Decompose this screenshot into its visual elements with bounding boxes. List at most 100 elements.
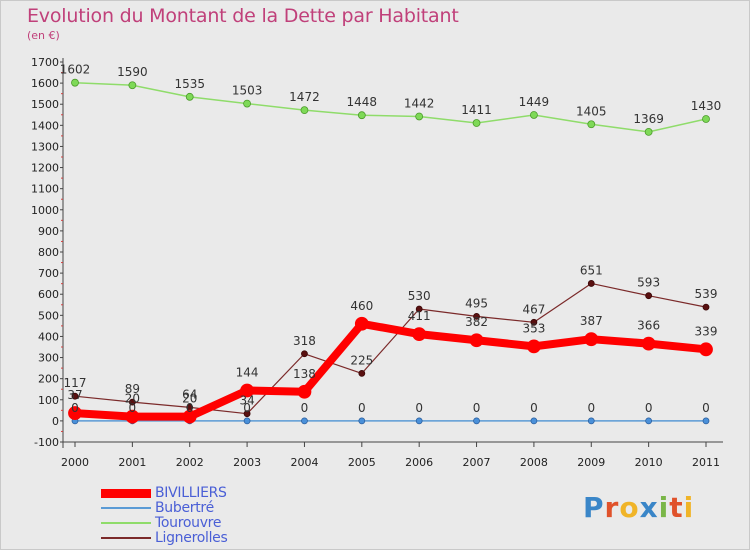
data-label: 0: [186, 401, 194, 415]
y-tick-label: 1700: [31, 56, 59, 69]
x-tick-label: 2000: [61, 456, 89, 469]
data-point: [68, 406, 82, 420]
data-point: [645, 292, 653, 300]
series-lignerolles: [71, 280, 710, 418]
series-bivilliers: [68, 316, 713, 424]
legend-swatch: [101, 488, 151, 498]
x-tick-label: 2002: [176, 456, 204, 469]
y-tick-label: 800: [38, 246, 59, 259]
data-point: [185, 92, 194, 101]
legend-swatch: [101, 537, 151, 539]
data-point: [530, 111, 538, 119]
data-point: [358, 369, 366, 377]
series-line: [74, 282, 707, 415]
legend-label: BIVILLIERS: [155, 485, 227, 501]
y-tick-label: 700: [38, 267, 59, 280]
data-point: [128, 398, 136, 406]
data-label: 225: [350, 353, 373, 367]
y-tick-label: 1600: [31, 77, 59, 90]
data-point: [415, 112, 424, 121]
data-label: 382: [465, 315, 488, 329]
proxiti-logo: Proxiti: [583, 491, 695, 524]
data-point: [357, 111, 366, 120]
x-tick-label: 2001: [118, 456, 146, 469]
y-tick-label: 1200: [31, 162, 59, 175]
data-label: 0: [301, 401, 309, 415]
data-label: 0: [358, 401, 366, 415]
data-point: [472, 119, 481, 127]
data-point: [587, 120, 596, 129]
data-label: 339: [695, 324, 718, 338]
data-point: [584, 332, 599, 347]
data-point: [301, 350, 308, 358]
data-label: 1442: [404, 96, 435, 110]
data-point: [702, 303, 710, 311]
data-label: 539: [695, 287, 718, 301]
x-tick-label: 2011: [692, 456, 720, 469]
data-point: [469, 333, 484, 348]
series-tourouvre: [71, 78, 710, 136]
legend-label: Bubertré: [155, 500, 214, 516]
x-tick-label: 2007: [463, 456, 491, 469]
y-tick-label: -100: [34, 436, 59, 449]
data-point: [412, 327, 427, 342]
data-point: [530, 417, 538, 425]
data-label: 1472: [289, 90, 320, 104]
y-tick-label: 100: [38, 394, 59, 407]
x-tick-label: 2009: [577, 456, 605, 469]
data-label: 1590: [117, 65, 148, 79]
data-label: 117: [64, 376, 87, 390]
data-point: [702, 115, 710, 123]
data-point: [587, 280, 595, 287]
data-label: 1503: [232, 84, 263, 98]
y-tick-label: 400: [38, 330, 59, 343]
data-label: 1430: [691, 99, 722, 113]
data-point: [473, 312, 480, 320]
data-label: 34: [239, 394, 254, 408]
data-label: 353: [522, 321, 545, 335]
series-line: [71, 319, 710, 421]
data-point: [243, 417, 251, 425]
data-label: 20: [125, 392, 140, 406]
series-line: [74, 81, 707, 133]
data-point: [530, 318, 538, 326]
data-label: 20: [182, 392, 197, 406]
data-label: 495: [465, 296, 488, 310]
data-point: [240, 383, 254, 398]
chart-unit-label: (en €): [27, 29, 60, 42]
y-tick-label: 1100: [31, 183, 59, 196]
data-label: 138: [293, 367, 316, 381]
data-point: [71, 78, 79, 87]
x-tick-label: 2004: [290, 456, 318, 469]
data-point: [128, 81, 137, 90]
data-label: 1449: [519, 95, 550, 109]
data-label: 0: [243, 401, 251, 415]
data-label: 1369: [633, 112, 664, 126]
data-label: 0: [71, 401, 79, 415]
x-tick-label: 2010: [635, 456, 663, 469]
data-point: [473, 417, 480, 425]
data-label: 530: [408, 289, 431, 303]
data-label: 593: [637, 276, 660, 290]
y-tick-label: 0: [52, 415, 59, 428]
data-label: 0: [645, 401, 653, 415]
data-point: [645, 417, 653, 425]
data-point: [182, 409, 197, 424]
data-point: [71, 392, 79, 400]
y-tick-label: 1000: [31, 204, 59, 217]
data-label: 411: [408, 309, 431, 323]
x-tick-label: 2008: [520, 456, 548, 469]
y-tick-label: 900: [38, 225, 59, 238]
data-label: 467: [522, 302, 545, 316]
data-point: [243, 410, 251, 418]
data-point: [415, 305, 423, 313]
data-label: 1405: [576, 104, 607, 118]
data-label: 318: [293, 334, 316, 348]
data-label: 144: [236, 365, 259, 379]
data-point: [358, 417, 366, 425]
y-tick-label: 500: [38, 309, 59, 322]
data-label: 1411: [461, 103, 492, 117]
data-point: [125, 409, 140, 424]
